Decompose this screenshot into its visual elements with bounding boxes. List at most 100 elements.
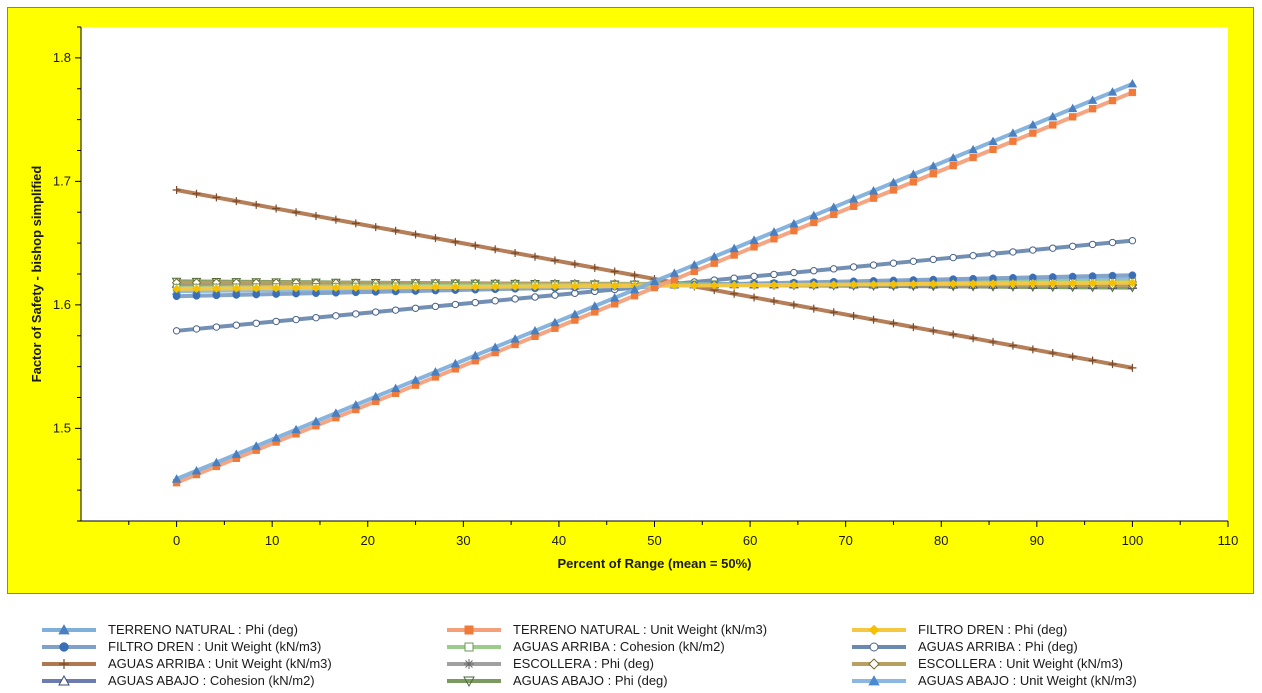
- data-point: [332, 312, 340, 320]
- data-point: [849, 311, 858, 320]
- legend-marker: [464, 625, 474, 635]
- data-point: [191, 465, 202, 475]
- data-point: [231, 284, 241, 293]
- data-point: [989, 250, 997, 258]
- data-point: [849, 263, 858, 271]
- data-point: [869, 261, 878, 269]
- data-point: [928, 161, 938, 170]
- data-point: [790, 227, 798, 235]
- data-point: [989, 337, 998, 346]
- x-tick-label: 80: [934, 533, 948, 548]
- data-point: [969, 251, 977, 260]
- data-point: [929, 170, 937, 178]
- data-point: [1108, 360, 1117, 369]
- data-point: [630, 292, 639, 300]
- data-point: [670, 281, 679, 290]
- data-point: [371, 391, 381, 401]
- data-point: [709, 251, 719, 261]
- data-point: [909, 257, 918, 266]
- data-point: [889, 186, 898, 194]
- data-point: [291, 424, 301, 434]
- x-tick-label: 40: [552, 533, 566, 548]
- data-point: [430, 367, 441, 376]
- data-point: [610, 267, 619, 276]
- data-point: [511, 295, 519, 303]
- data-point: [809, 210, 819, 220]
- data-point: [272, 317, 280, 326]
- data-point: [769, 297, 778, 306]
- data-point: [649, 276, 660, 286]
- data-point: [1087, 95, 1098, 104]
- data-point: [271, 433, 281, 442]
- x-tick-label: 90: [1030, 533, 1044, 548]
- data-point: [331, 408, 341, 417]
- data-point: [609, 293, 620, 302]
- legend-item: FILTRO DREN : Phi (deg): [850, 622, 1250, 638]
- data-point: [331, 215, 340, 224]
- data-point: [471, 298, 479, 307]
- data-point: [1028, 278, 1038, 288]
- y-tick-label: 1.8: [53, 50, 71, 65]
- data-point: [292, 315, 300, 324]
- data-point: [550, 317, 560, 327]
- legend-swatch: [852, 624, 906, 636]
- data-point: [810, 218, 818, 227]
- data-point: [252, 200, 261, 209]
- data-point: [491, 245, 500, 254]
- data-point: [750, 272, 758, 281]
- legend-marker: [464, 659, 474, 669]
- data-point: [192, 189, 201, 198]
- legend-item: AGUAS ABAJO : Cohesion (kN/m2): [40, 673, 440, 689]
- data-point: [212, 323, 221, 331]
- data-point: [1009, 248, 1017, 256]
- data-point: [929, 326, 938, 335]
- legend-marker: [58, 674, 70, 686]
- data-point: [770, 235, 778, 243]
- data-point: [450, 358, 461, 368]
- data-point: [251, 283, 261, 293]
- data-point: [1128, 278, 1137, 287]
- data-point: [510, 334, 520, 343]
- data-point: [192, 325, 201, 333]
- data-point: [790, 268, 798, 277]
- data-point: [1069, 113, 1077, 121]
- data-point: [889, 279, 898, 289]
- data-point: [172, 327, 181, 335]
- data-point: [491, 297, 499, 305]
- legend-swatch: [42, 659, 96, 669]
- legend-label: ESCOLLERA : Phi (deg): [513, 656, 654, 671]
- series-layer: [171, 78, 1138, 487]
- legend-label: AGUAS ARRIBA : Phi (deg): [918, 639, 1078, 654]
- data-point: [390, 383, 401, 393]
- legend-label: ESCOLLERA : Unit Weight (kN/m3): [918, 656, 1123, 671]
- legend-swatch: [447, 659, 501, 669]
- data-point: [1088, 105, 1097, 113]
- data-point: [1128, 271, 1137, 280]
- data-point: [1048, 349, 1057, 358]
- data-point: [232, 197, 241, 206]
- legend-marker: [869, 642, 879, 652]
- legend-item: AGUAS ABAJO : Unit Weight (kN/m3): [850, 673, 1250, 689]
- data-point: [689, 260, 700, 269]
- data-point: [789, 280, 799, 290]
- data-point: [1049, 244, 1057, 252]
- data-point: [769, 227, 779, 236]
- data-point: [251, 441, 261, 450]
- data-point: [869, 194, 878, 202]
- legend-label: FILTRO DREN : Unit Weight (kN/m3): [108, 639, 322, 654]
- data-point: [410, 375, 421, 384]
- data-point: [311, 211, 320, 220]
- y-tick-label: 1.7: [53, 173, 71, 188]
- data-point: [868, 186, 879, 195]
- data-point: [789, 300, 798, 309]
- x-tick-label: 100: [1122, 533, 1144, 548]
- data-point: [1128, 236, 1137, 245]
- data-point: [570, 260, 579, 269]
- data-point: [391, 283, 400, 292]
- data-point: [889, 259, 898, 267]
- data-point: [192, 284, 201, 294]
- data-point: [809, 304, 818, 313]
- data-point: [451, 237, 460, 246]
- legend-label: AGUAS ABAJO : Cohesion (kN/m2): [108, 673, 315, 688]
- legend-marker: [59, 642, 69, 652]
